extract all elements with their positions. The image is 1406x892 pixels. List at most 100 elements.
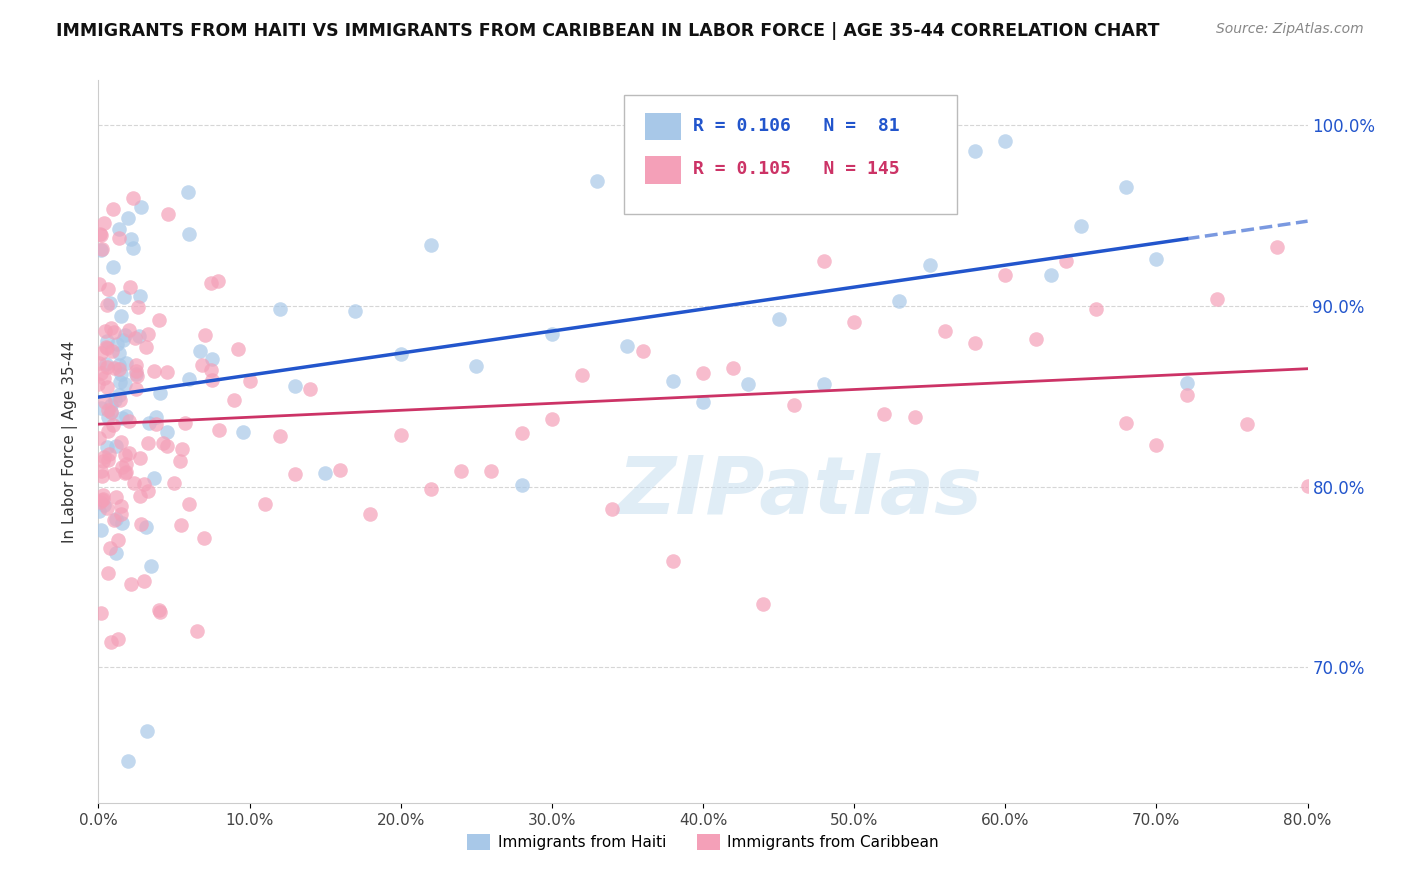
- Point: [631, 344, 654, 359]
- Point: [284, 378, 307, 392]
- Point: [389, 428, 412, 442]
- Point: [1144, 438, 1167, 452]
- Point: [111, 334, 134, 348]
- Point: [97, 452, 120, 467]
- Point: [110, 367, 132, 381]
- Point: [90, 464, 112, 478]
- Point: [89, 431, 111, 445]
- Point: [128, 328, 150, 343]
- Point: [101, 417, 124, 432]
- Point: [114, 448, 136, 462]
- Point: [90, 243, 112, 257]
- Point: [87, 277, 110, 292]
- Point: [844, 315, 866, 329]
- Point: [420, 238, 443, 252]
- Point: [93, 450, 115, 464]
- Point: [156, 207, 179, 221]
- Point: [135, 520, 157, 534]
- Point: [450, 463, 472, 477]
- Point: [200, 276, 222, 290]
- Point: [118, 414, 141, 428]
- Point: [93, 498, 115, 512]
- Point: [752, 597, 775, 611]
- Point: [510, 477, 533, 491]
- Point: [138, 483, 160, 498]
- Point: [170, 518, 193, 533]
- Point: [661, 554, 683, 568]
- Point: [389, 347, 412, 361]
- Point: [156, 439, 179, 453]
- Bar: [645, 156, 682, 184]
- Point: [127, 301, 149, 315]
- Point: [128, 450, 150, 465]
- Point: [177, 372, 200, 386]
- Point: [97, 403, 120, 417]
- Point: [149, 385, 172, 400]
- Point: [97, 282, 120, 296]
- Point: [90, 523, 112, 537]
- Point: [94, 324, 117, 338]
- Point: [1296, 479, 1319, 493]
- Point: [98, 541, 121, 555]
- Point: [117, 445, 139, 459]
- Point: [314, 466, 336, 480]
- Point: [103, 513, 125, 527]
- Point: [112, 290, 135, 304]
- Point: [692, 394, 714, 409]
- Point: [101, 202, 124, 216]
- Point: [104, 392, 127, 407]
- Point: [737, 376, 759, 391]
- Point: [100, 405, 122, 419]
- Point: [89, 495, 111, 509]
- Point: [481, 464, 503, 478]
- Point: [132, 574, 155, 588]
- Point: [90, 345, 112, 359]
- Point: [783, 399, 806, 413]
- Point: [104, 546, 127, 560]
- Point: [129, 289, 152, 303]
- Point: [90, 228, 112, 243]
- Point: [889, 293, 911, 308]
- Point: [1024, 332, 1046, 346]
- Point: [232, 425, 254, 439]
- Point: [994, 268, 1017, 282]
- Point: [108, 222, 131, 236]
- Point: [94, 340, 117, 354]
- Point: [125, 368, 148, 383]
- Point: [344, 304, 367, 318]
- Point: [107, 346, 129, 360]
- Point: [145, 410, 167, 425]
- Point: [110, 375, 132, 389]
- Point: [103, 325, 125, 339]
- Point: [329, 463, 352, 477]
- Point: [1039, 268, 1062, 282]
- Point: [201, 352, 224, 367]
- Point: [145, 417, 167, 431]
- Point: [97, 566, 120, 580]
- Point: [904, 409, 927, 424]
- Point: [194, 327, 217, 342]
- Point: [120, 232, 142, 246]
- Point: [114, 376, 136, 391]
- Point: [156, 425, 179, 439]
- Point: [107, 632, 129, 647]
- Point: [136, 327, 159, 342]
- Point: [96, 341, 118, 355]
- Point: [873, 407, 896, 421]
- Point: [138, 416, 160, 430]
- Point: [813, 254, 835, 268]
- Point: [208, 423, 231, 437]
- Point: [104, 491, 127, 505]
- Point: [115, 356, 138, 370]
- Text: IMMIGRANTS FROM HAITI VS IMMIGRANTS FROM CARIBBEAN IN LABOR FORCE | AGE 35-44 CO: IMMIGRANTS FROM HAITI VS IMMIGRANTS FROM…: [56, 22, 1160, 40]
- Point: [115, 465, 138, 479]
- Point: [121, 577, 143, 591]
- Point: [93, 454, 115, 468]
- Point: [98, 296, 121, 310]
- Point: [96, 440, 118, 454]
- Point: [1175, 376, 1198, 391]
- Point: [571, 368, 593, 382]
- Point: [121, 191, 143, 205]
- Point: [111, 516, 134, 530]
- Point: [103, 467, 125, 481]
